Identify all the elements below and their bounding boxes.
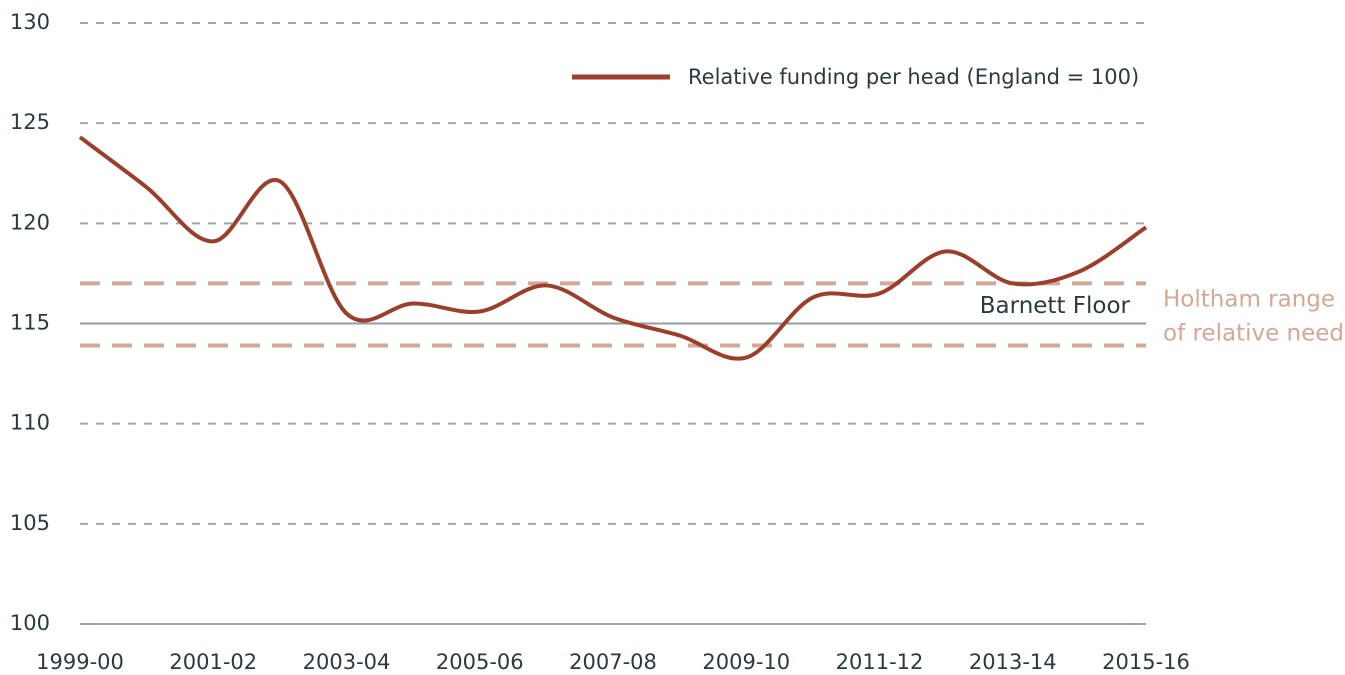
- y-tick-label: 120: [10, 210, 50, 234]
- legend: Relative funding per head (England = 100…: [572, 65, 1139, 89]
- x-tick-label: 2011-12: [836, 650, 924, 674]
- y-tick-label: 100: [10, 611, 50, 635]
- y-tick-label: 130: [10, 10, 50, 34]
- x-tick-label: 2013-14: [969, 650, 1057, 674]
- x-tick-label: 1999-00: [36, 650, 124, 674]
- x-tick-label: 2005-06: [436, 650, 524, 674]
- y-tick-label: 110: [10, 411, 50, 435]
- x-tick-label: 2015-16: [1102, 650, 1190, 674]
- x-tick-label: 2001-02: [169, 650, 257, 674]
- x-tick-label: 2003-04: [303, 650, 391, 674]
- y-tick-label: 105: [10, 511, 50, 535]
- legend-label: Relative funding per head (England = 100…: [688, 65, 1139, 89]
- y-tick-label: 125: [10, 110, 50, 134]
- y-tick-label: 115: [10, 311, 50, 335]
- reference-label: Barnett Floor: [980, 293, 1131, 319]
- x-tick-label: 2007-08: [569, 650, 657, 674]
- x-tick-label: 2009-10: [702, 650, 790, 674]
- range-label: Holtham range: [1163, 287, 1335, 313]
- data-line: [78, 135, 1148, 361]
- range-label: of relative need: [1163, 321, 1344, 347]
